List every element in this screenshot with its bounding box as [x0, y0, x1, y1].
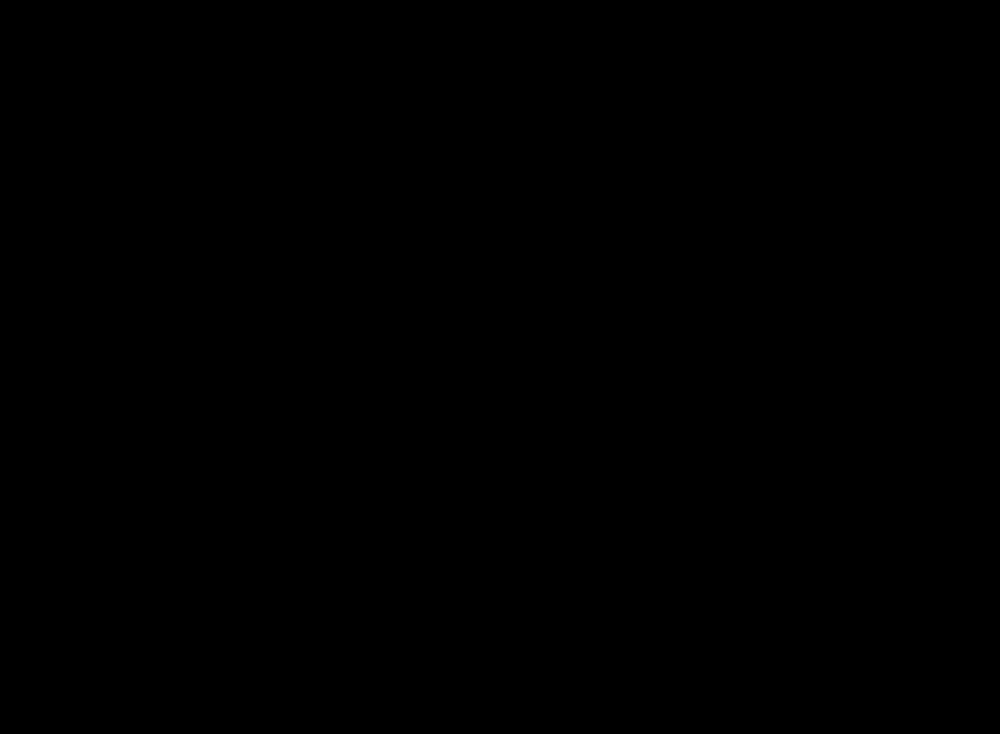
evidence-pyramid-infographic: [0, 0, 1000, 734]
pyramid-svg: [0, 0, 1000, 734]
